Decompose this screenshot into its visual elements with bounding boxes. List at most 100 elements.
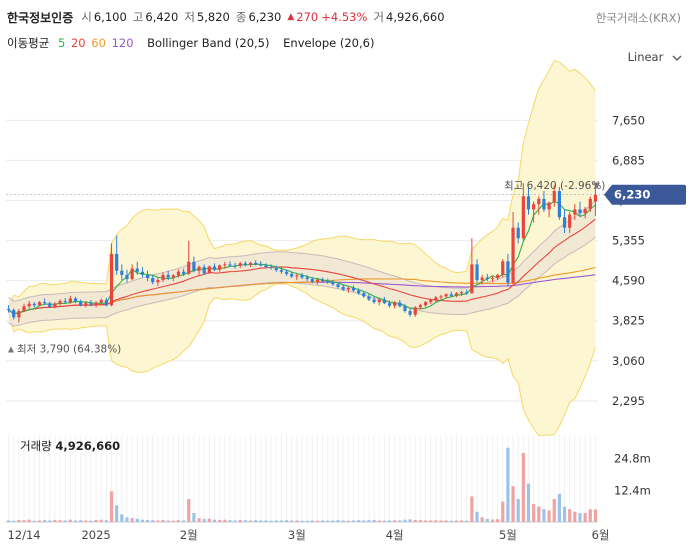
candle — [48, 301, 52, 308]
volume-bar — [48, 520, 52, 522]
bollinger-band-fill — [8, 60, 596, 436]
candle — [259, 261, 263, 267]
volume-bar — [151, 520, 155, 522]
volume-bar — [130, 518, 134, 522]
candle — [161, 272, 165, 283]
volume-bar — [58, 520, 62, 522]
candle — [387, 300, 392, 308]
candle-body — [382, 299, 386, 304]
candle — [269, 264, 273, 270]
candle-body — [264, 265, 268, 268]
volume-bar — [27, 519, 31, 522]
low-value: 5,820 — [196, 10, 230, 24]
candle — [346, 286, 350, 293]
volume-bar — [377, 520, 381, 522]
volume-tick-label: 12.4m — [614, 483, 651, 497]
candle — [429, 298, 433, 305]
volume-label: 거 — [373, 10, 385, 24]
ma-120[interactable]: 120 — [111, 36, 134, 50]
candle-body — [398, 302, 402, 307]
volume-bar — [79, 520, 83, 522]
volume-bar — [326, 520, 330, 522]
volume-bar — [367, 520, 371, 522]
volume-bar — [449, 520, 453, 522]
volume-bar — [496, 519, 500, 522]
candle — [403, 304, 407, 313]
candle — [444, 293, 448, 299]
volume-bar — [470, 496, 474, 522]
candle — [568, 212, 572, 233]
candle-body — [341, 286, 345, 290]
volume-bar — [393, 520, 397, 522]
min-annotation: 최저 3,790 (64.38%) — [17, 344, 121, 356]
candle — [506, 253, 510, 287]
max-annotation: 최고 6,420 (-2.96%) — [504, 180, 605, 192]
candle-body — [547, 202, 551, 210]
volume-bar — [521, 452, 525, 522]
candle — [228, 261, 232, 268]
min-arrow-icon — [8, 346, 14, 353]
bollinger-upper — [8, 60, 596, 311]
candle-body — [315, 279, 320, 282]
x-tick-label: 6월 — [592, 528, 610, 542]
candle-body — [372, 299, 376, 303]
candle — [192, 256, 196, 273]
candle-body — [243, 263, 247, 265]
exchange-label: 한국거래소(KRX) — [595, 11, 681, 25]
candle — [187, 240, 191, 275]
volume-bar — [99, 519, 103, 522]
ma-label[interactable]: 이동평균 — [7, 36, 50, 50]
volume-value: 4,926,660 — [386, 10, 445, 24]
candle-body — [532, 204, 536, 210]
candle-body — [104, 300, 108, 306]
volume-bar — [264, 520, 268, 522]
candle-body — [259, 264, 263, 266]
volume-bar — [135, 518, 139, 522]
ma-60[interactable]: 60 — [91, 36, 106, 50]
volume-bar — [372, 519, 376, 522]
candle-body — [454, 293, 459, 296]
candle-body — [73, 298, 78, 302]
volume-bar — [485, 518, 489, 522]
candle — [310, 276, 314, 284]
candle-body — [233, 265, 237, 267]
candle — [305, 274, 309, 282]
close-label: 종 — [235, 10, 247, 24]
candle — [135, 261, 139, 275]
volume-bar — [398, 520, 402, 522]
volume-bar — [207, 518, 211, 522]
candle — [218, 264, 222, 272]
volume-bar — [145, 519, 150, 522]
volume-bar — [480, 517, 484, 522]
volume-bar — [357, 520, 361, 522]
candle-body — [48, 303, 52, 307]
candle-body — [351, 287, 356, 291]
candle — [300, 272, 304, 280]
candle — [182, 268, 186, 276]
candle — [475, 259, 479, 283]
ma-20[interactable]: 20 — [70, 36, 86, 50]
candle — [63, 297, 67, 304]
volume-bar — [176, 520, 181, 522]
candle — [43, 298, 47, 305]
envelope-label[interactable]: Envelope (20,6) — [283, 36, 375, 50]
candle-body — [140, 271, 145, 275]
candle — [151, 274, 155, 285]
ma-5[interactable]: 5 — [57, 36, 66, 50]
volume-bar — [454, 520, 459, 522]
candle-body — [171, 275, 175, 278]
volume-bar — [243, 520, 247, 522]
volume-bar — [413, 519, 417, 522]
candle — [315, 278, 320, 285]
candle-body — [490, 278, 495, 280]
bollinger-label[interactable]: Bollinger Band (20,5) — [147, 36, 270, 50]
candle — [326, 278, 330, 284]
volume-bar — [532, 504, 536, 522]
volume-bar — [562, 506, 567, 522]
candle-body — [485, 277, 489, 280]
candle — [79, 299, 83, 307]
volume-bar — [320, 520, 325, 522]
candle — [413, 306, 417, 317]
scale-selector[interactable]: Linear — [628, 50, 682, 64]
